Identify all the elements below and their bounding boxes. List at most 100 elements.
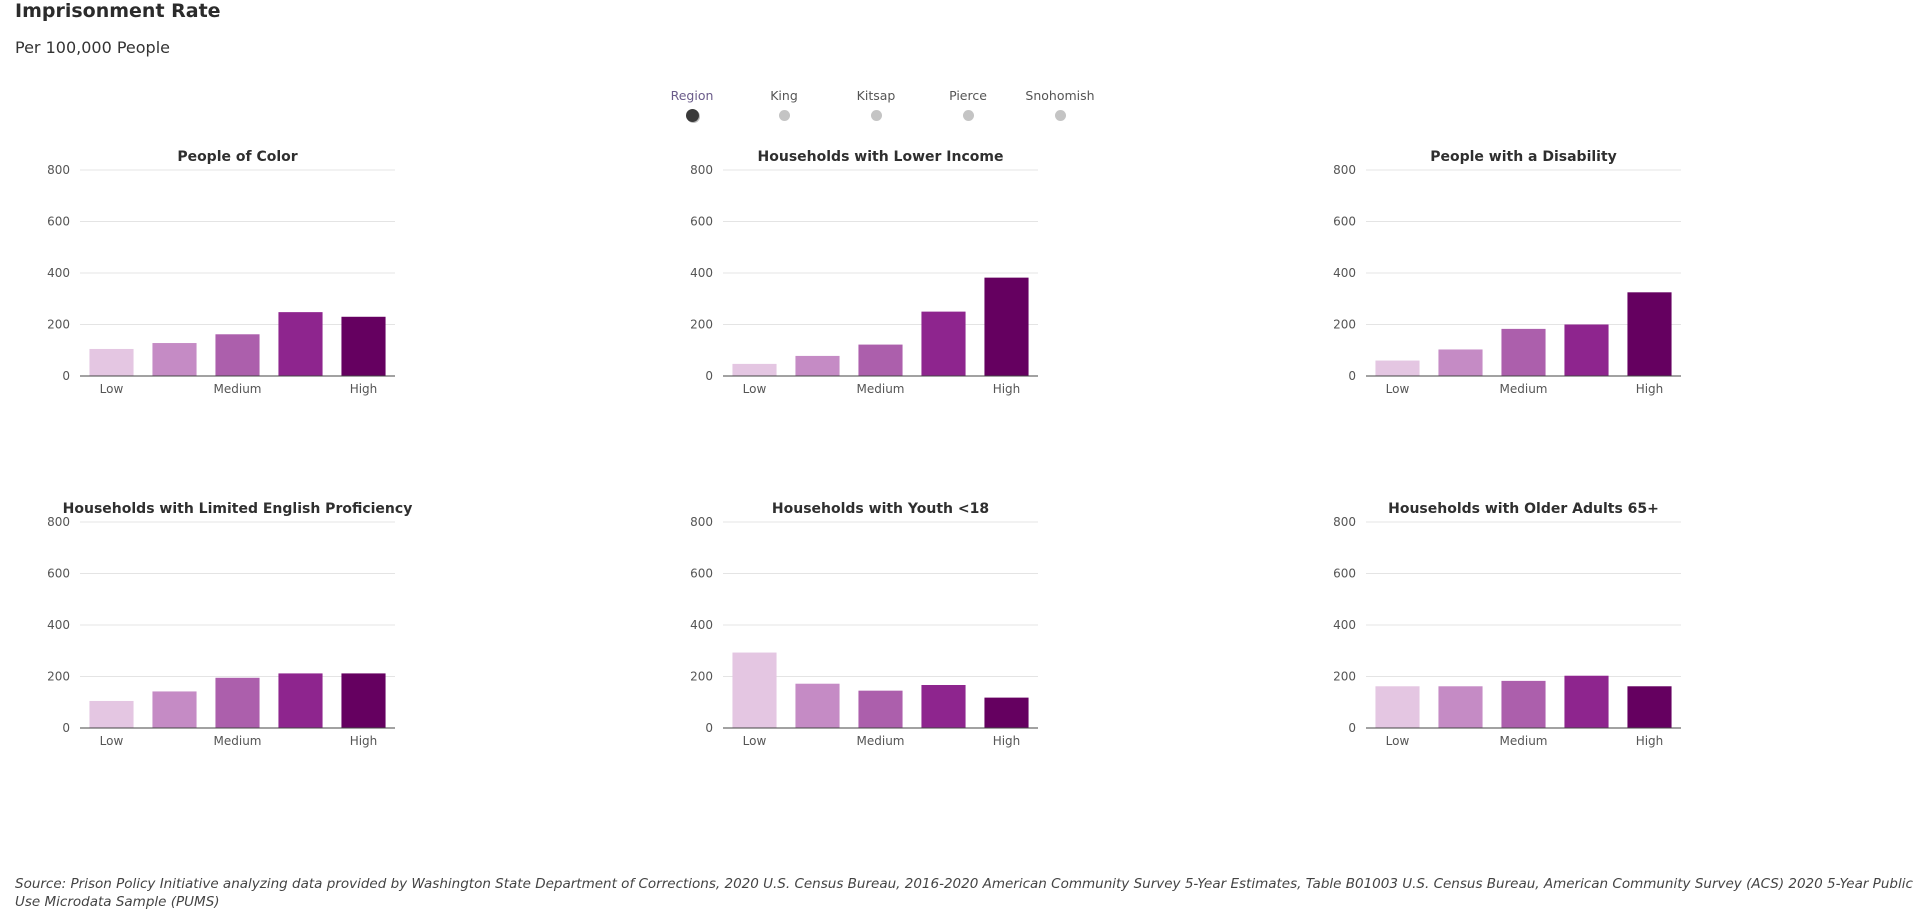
bar	[795, 683, 840, 728]
x-tick-label: High	[350, 734, 378, 748]
x-tick-label: High	[993, 382, 1021, 396]
chart-svg: Households with Lower Income 0 200 400 600 80…	[690, 149, 1038, 396]
chart-title: People of Color	[177, 149, 297, 165]
bar	[732, 652, 777, 728]
y-tick-label: 200	[690, 670, 713, 684]
y-tick-label: 600	[47, 567, 70, 581]
y-tick-label: 0	[1348, 369, 1356, 383]
y-tick-label: 200	[47, 670, 70, 684]
x-tick-label: Low	[100, 382, 124, 396]
y-tick-label: 200	[1333, 670, 1356, 684]
bar	[858, 690, 903, 728]
selector-option-snohomish[interactable]: Snohomish	[1014, 88, 1106, 122]
bar	[215, 334, 260, 376]
y-tick-label: 600	[1333, 215, 1356, 229]
y-tick-label: 600	[690, 567, 713, 581]
y-tick-label: 600	[1333, 567, 1356, 581]
chart-svg: Households with Limited English Proficie…	[47, 501, 413, 748]
chart-svg: Households with Youth <18 0 200 400 600 800 Lo…	[690, 501, 1038, 748]
selector-label: Kitsap	[856, 88, 896, 103]
y-tick-label: 200	[690, 318, 713, 332]
chart-svg: Households with Older Adults 65+ 0 200 400 6…	[1333, 501, 1681, 748]
selector-option-region[interactable]: Region	[646, 88, 738, 122]
x-tick-label: High	[1636, 734, 1664, 748]
chart-disability: People with a Disability 0 200 400 600 800 Low…	[1306, 140, 1726, 420]
y-tick-label: 0	[62, 721, 70, 735]
bar	[1564, 324, 1609, 376]
chart-svg: People of Color 0 200 400 600 800 Low Medium Hig…	[47, 149, 395, 396]
y-tick-label: 0	[62, 369, 70, 383]
chart-title: Households with Older Adults 65+	[1388, 501, 1659, 517]
bar	[278, 673, 323, 728]
x-tick-label: High	[993, 734, 1021, 748]
y-tick-label: 400	[690, 618, 713, 632]
bar	[732, 363, 777, 376]
bar	[1375, 686, 1420, 728]
y-tick-label: 0	[1348, 721, 1356, 735]
y-tick-label: 800	[690, 163, 713, 177]
chart-youth: Households with Youth <18 0 200 400 600 800 Lo…	[663, 492, 1083, 772]
y-tick-label: 400	[47, 266, 70, 280]
page-title: Imprisonment Rate	[15, 0, 221, 22]
bar	[1501, 680, 1546, 728]
radio-dot-icon[interactable]	[685, 109, 699, 122]
y-tick-label: 400	[690, 266, 713, 280]
y-tick-label: 200	[47, 318, 70, 332]
bar	[89, 700, 134, 728]
radio-dot-icon[interactable]	[1054, 110, 1066, 121]
chart-lower-income: Households with Lower Income 0 200 400 600 80…	[663, 140, 1083, 420]
chart-limited-english: Households with Limited English Proficie…	[20, 492, 440, 772]
bar	[1438, 349, 1483, 376]
chart-svg: People with a Disability 0 200 400 600 800 Low…	[1333, 149, 1681, 396]
y-tick-label: 600	[47, 215, 70, 229]
x-tick-label: Medium	[1500, 734, 1548, 748]
bar	[1501, 328, 1546, 376]
bar	[152, 343, 197, 376]
chart-older-adults: Households with Older Adults 65+ 0 200 400 6…	[1306, 492, 1726, 772]
bar	[921, 684, 966, 728]
x-tick-label: Low	[1386, 734, 1410, 748]
x-tick-label: High	[1636, 382, 1664, 396]
x-tick-label: Medium	[1500, 382, 1548, 396]
bar	[1627, 292, 1672, 376]
bar	[1627, 686, 1672, 728]
y-tick-label: 800	[1333, 163, 1356, 177]
bar	[89, 348, 134, 376]
bar	[795, 355, 840, 376]
selector-label: Region	[670, 88, 714, 103]
x-tick-label: Medium	[857, 382, 905, 396]
y-tick-label: 0	[705, 721, 713, 735]
selector-option-king[interactable]: King	[738, 88, 830, 122]
bar	[341, 316, 386, 376]
y-tick-label: 400	[1333, 618, 1356, 632]
chart-title: People with a Disability	[1430, 149, 1617, 165]
bar	[1438, 686, 1483, 728]
radio-dot-icon[interactable]	[870, 110, 882, 121]
selector-label: Pierce	[949, 88, 987, 103]
bar	[984, 697, 1029, 728]
x-tick-label: Low	[100, 734, 124, 748]
x-tick-label: Medium	[214, 382, 262, 396]
x-tick-label: Medium	[857, 734, 905, 748]
selector-option-kitsap[interactable]: Kitsap	[830, 88, 922, 122]
bar	[858, 344, 903, 376]
x-tick-label: Low	[1386, 382, 1410, 396]
bar	[921, 311, 966, 376]
radio-dot-icon[interactable]	[962, 110, 974, 121]
x-tick-label: Medium	[214, 734, 262, 748]
y-tick-label: 800	[690, 515, 713, 529]
bar	[341, 673, 386, 728]
source-note: Source: Prison Policy Initiative analyzi…	[15, 876, 1913, 910]
region-selector: Region King Kitsap Pierce Snohomish	[646, 88, 1106, 122]
radio-dot-icon[interactable]	[778, 110, 790, 121]
bar	[984, 277, 1029, 376]
y-tick-label: 400	[1333, 266, 1356, 280]
y-tick-label: 400	[47, 618, 70, 632]
x-tick-label: Low	[743, 382, 767, 396]
page-subtitle: Per 100,000 People	[15, 38, 170, 57]
chart-title: Households with Lower Income	[758, 149, 1004, 165]
selector-option-pierce[interactable]: Pierce	[922, 88, 1014, 122]
y-tick-label: 600	[690, 215, 713, 229]
bar	[278, 312, 323, 376]
chart-title: Households with Limited English Proficie…	[63, 501, 413, 517]
